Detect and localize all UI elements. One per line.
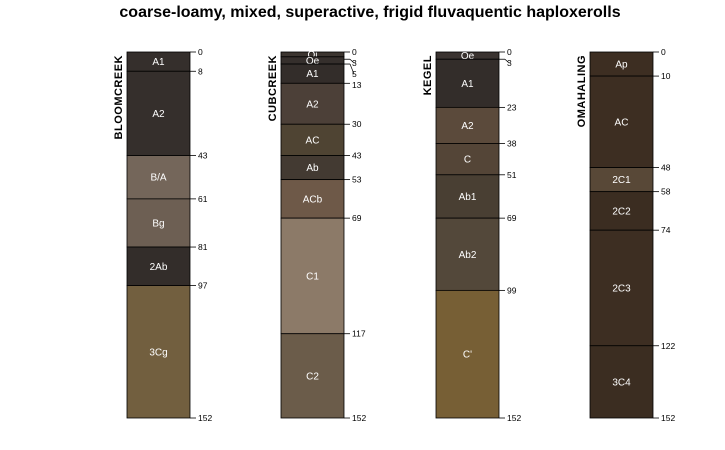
horizon-label: Ab1 [459,192,477,203]
horizon-label: AC [306,135,320,146]
horizon-label: A1 [461,79,474,90]
depth-tick-label: 58 [661,187,671,197]
profile-name: CUBCREEK [267,55,279,121]
horizon-2c3 [589,229,654,347]
depth-tick-label: 51 [507,170,517,180]
horizon-ba [126,155,191,200]
depth-tick-label: 43 [352,151,362,161]
chart-title: coarse-loamy, mixed, superactive, frigid… [119,4,620,21]
depth-tick-label: 152 [507,413,521,423]
depth-tick-label: 122 [661,341,675,351]
horizon-ab2 [435,217,500,291]
horizon-label: Ab2 [459,250,477,261]
horizon-a2 [280,82,345,125]
depth-tick-label: 3 [507,58,512,68]
profile-kegel: Oe A1 A2 C Ab1 Ab2 C' 03 23 38 51 69 99 152 KEGEL [422,47,521,423]
horizon-ac [589,75,654,168]
depth-tick-label: 23 [507,102,517,112]
depth-tick-label: 8 [198,66,203,76]
depth-tick-label: 43 [198,151,208,161]
horizon-label: 2C2 [612,206,631,217]
horizon-2c2 [589,191,654,231]
horizon-a2 [126,70,191,156]
horizon-ap [589,51,654,77]
horizon-3c4 [589,345,654,419]
horizon-label: 2C3 [612,283,631,294]
depth-tick-label: 0 [352,47,357,57]
horizon-c [435,143,500,176]
horizon-label: Ap [615,60,628,71]
profile-name: KEGEL [422,55,434,95]
horizon-ac [280,123,345,156]
profile-bloomcreek: A1 A2 B/A Bg 2Ab 3Cg 0 8 43 61 81 97 152 BLOOMCREEK [113,47,212,423]
horizon-label: A1 [152,57,165,68]
depth-tick-label: 38 [507,139,517,149]
depth-tick-label: 0 [198,47,203,57]
depth-tick-label: 0 [507,47,512,57]
depth-tick-label: 152 [198,413,212,423]
horizon-label: A2 [152,109,165,120]
depth-tick-label: 0 [661,47,666,57]
horizon-label: Oe [461,51,475,62]
horizon-a2 [435,106,500,144]
depth-tick-label: 74 [661,225,671,235]
profiles-layer: A1 A2 B/A Bg 2Ab 3Cg 0 8 43 61 81 97 152 BLOOMCREEK Oi… [113,47,675,423]
horizon-bg [126,198,191,248]
horizon-label: C [464,155,471,166]
depth-tick-label: 30 [352,119,362,129]
horizon-label: Bg [152,218,164,229]
profile-name: BLOOMCREEK [113,55,125,139]
horizon-label: Ab [306,163,319,174]
depth-tick-label: 99 [507,285,517,295]
profile-name: OMAHALING [576,55,588,127]
depth-tick-label: 117 [352,329,366,339]
horizon-label: AC [615,117,629,128]
horizon-label: Oi [308,50,318,61]
depth-tick-label: 97 [198,281,208,291]
horizon-ab1 [435,174,500,219]
depth-tick-label: 69 [507,213,517,223]
horizon-label: ACb [303,194,323,205]
depth-tick-label: 5 [352,69,357,79]
horizon-label: A2 [306,99,319,110]
horizon-c2 [280,333,345,419]
depth-tick-label: 61 [198,194,208,204]
horizon-3cg [126,285,191,419]
horizon-ab [280,155,345,181]
horizon-acb [280,179,345,219]
horizon-c [435,289,500,419]
horizon-label: C' [463,350,472,361]
horizon-a1 [435,58,500,108]
depth-tick-leader [504,58,510,64]
profile-omahaling: Ap AC 2C1 2C2 2C3 3C4 0 10 48 58 74 122 152 OMAHALING [576,47,675,423]
depth-tick-label: 3 [352,58,357,68]
depth-tick-label: 13 [352,80,362,90]
depth-tick-label: 69 [352,213,362,223]
depth-tick-label: 81 [198,242,208,252]
depth-tick-label: 152 [661,413,675,423]
horizon-label: C1 [306,271,319,282]
depth-tick-label: 152 [352,413,366,423]
horizon-label: 3C4 [612,377,631,388]
depth-tick-leader [349,63,355,75]
horizon-label: C2 [306,371,319,382]
depth-tick-label: 10 [661,71,671,81]
depth-tick-label: 53 [352,175,362,185]
horizon-label: B/A [150,173,166,184]
depth-tick-label: 48 [661,163,671,173]
horizon-2c1 [589,167,654,193]
horizon-label: A1 [306,69,319,80]
horizon-label: Oe [306,56,320,67]
horizon-label: A2 [461,121,474,132]
horizon-label: 2Ab [150,262,168,273]
horizon-label: 2C1 [612,175,631,186]
horizon-label: 3Cg [149,347,167,358]
depth-tick-leader [349,58,355,64]
